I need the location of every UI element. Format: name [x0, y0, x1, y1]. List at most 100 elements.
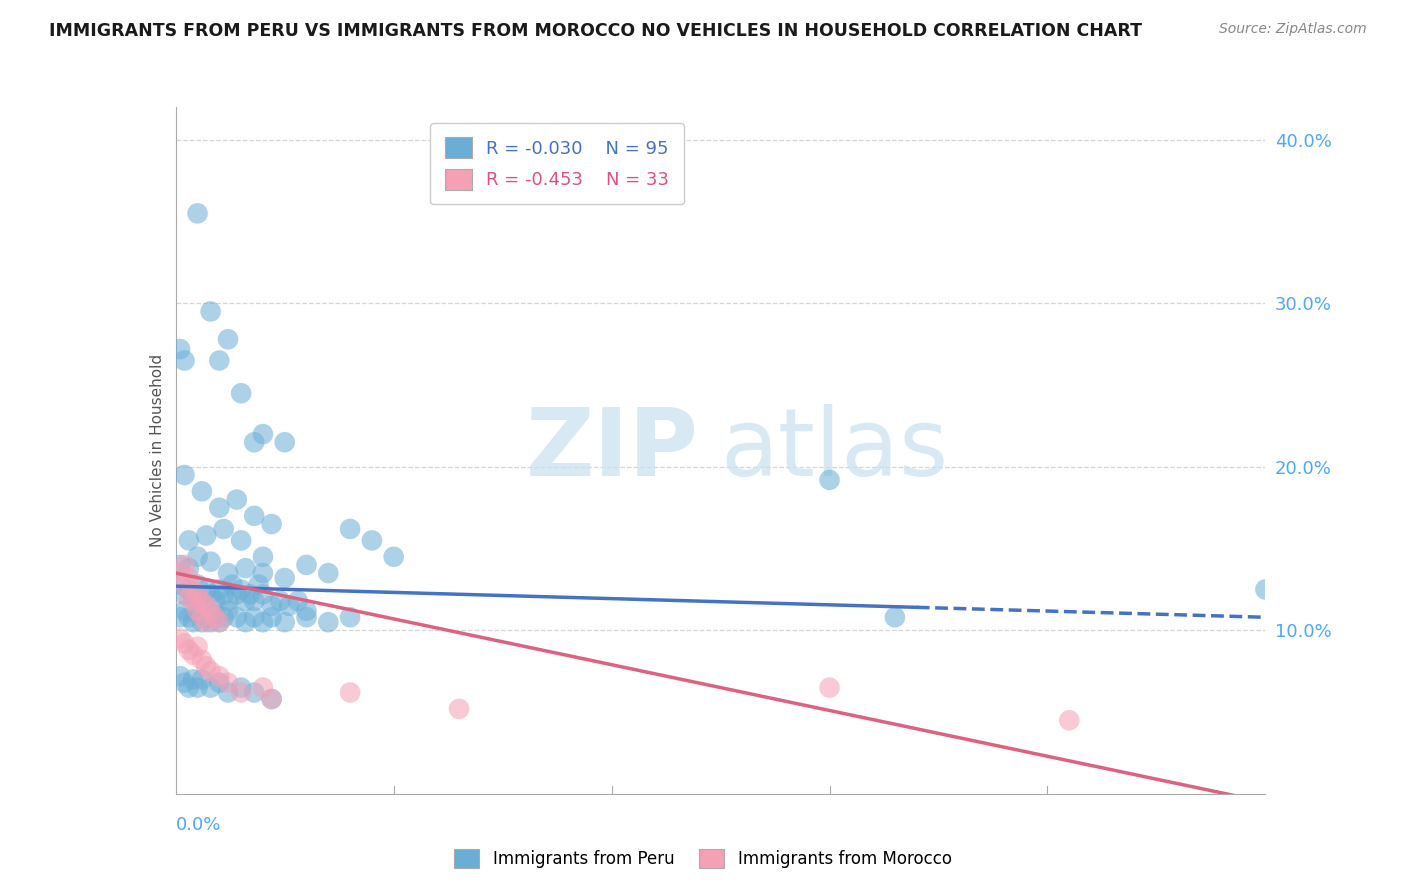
Point	[169, 342, 191, 356]
Point	[239, 587, 262, 601]
Point	[177, 561, 200, 575]
Point	[186, 604, 209, 618]
Point	[217, 685, 239, 699]
Point	[177, 591, 200, 605]
Point	[208, 353, 231, 368]
Point	[260, 516, 283, 531]
Point	[191, 484, 214, 499]
Point	[252, 615, 274, 630]
Point	[177, 571, 200, 585]
Point	[173, 675, 195, 690]
Point	[274, 571, 297, 585]
Legend: R = -0.030    N = 95, R = -0.453    N = 33: R = -0.030 N = 95, R = -0.453 N = 33	[430, 123, 683, 204]
Point	[243, 610, 266, 624]
Point	[195, 582, 218, 597]
Point	[260, 599, 283, 613]
Point	[225, 610, 247, 624]
Point	[447, 702, 470, 716]
Point	[191, 673, 214, 687]
Point	[235, 561, 257, 575]
Point	[231, 681, 253, 695]
Point	[208, 500, 231, 515]
Point	[818, 681, 841, 695]
Point	[200, 304, 222, 318]
Point	[200, 615, 222, 630]
Point	[186, 549, 209, 564]
Point	[186, 607, 209, 621]
Point	[1254, 582, 1277, 597]
Point	[191, 653, 214, 667]
Point	[208, 615, 231, 630]
Point	[217, 675, 239, 690]
Point	[274, 615, 297, 630]
Point	[247, 577, 270, 591]
Point	[360, 533, 382, 548]
Point	[269, 594, 291, 608]
Point	[169, 566, 191, 580]
Point	[260, 692, 283, 706]
Point	[181, 648, 204, 662]
Point	[177, 533, 200, 548]
Point	[295, 558, 318, 572]
Point	[173, 558, 195, 572]
Point	[200, 555, 222, 569]
Point	[173, 577, 195, 591]
Point	[177, 582, 200, 597]
Point	[212, 522, 235, 536]
Point	[382, 549, 405, 564]
Point	[339, 685, 361, 699]
Point	[208, 615, 231, 630]
Point	[169, 558, 191, 572]
Point	[231, 533, 253, 548]
Point	[235, 594, 257, 608]
Point	[173, 604, 195, 618]
Point	[231, 386, 253, 401]
Point	[169, 577, 191, 591]
Point	[186, 587, 209, 601]
Point	[212, 587, 235, 601]
Point	[212, 610, 235, 624]
Point	[208, 582, 231, 597]
Point	[177, 610, 200, 624]
Point	[818, 473, 841, 487]
Point	[195, 659, 218, 673]
Point	[169, 669, 191, 683]
Point	[339, 610, 361, 624]
Point	[295, 610, 318, 624]
Point	[243, 435, 266, 450]
Point	[260, 692, 283, 706]
Point	[173, 467, 195, 482]
Point	[181, 673, 204, 687]
Point	[278, 599, 301, 613]
Point	[186, 681, 209, 695]
Text: IMMIGRANTS FROM PERU VS IMMIGRANTS FROM MOROCCO NO VEHICLES IN HOUSEHOLD CORRELA: IMMIGRANTS FROM PERU VS IMMIGRANTS FROM …	[49, 22, 1142, 40]
Point	[243, 685, 266, 699]
Point	[177, 681, 200, 695]
Point	[191, 594, 214, 608]
Point	[318, 615, 340, 630]
Point	[225, 587, 247, 601]
Point	[181, 594, 204, 608]
Point	[195, 615, 218, 630]
Point	[260, 610, 283, 624]
Point	[217, 594, 239, 608]
Point	[208, 669, 231, 683]
Point	[181, 582, 204, 597]
Point	[181, 615, 204, 630]
Point	[173, 587, 195, 601]
Point	[181, 591, 204, 605]
Point	[318, 566, 340, 580]
Point	[217, 566, 239, 580]
Point	[221, 577, 243, 591]
Point	[231, 582, 253, 597]
Point	[252, 587, 274, 601]
Point	[191, 610, 214, 624]
Point	[243, 594, 266, 608]
Point	[169, 632, 191, 646]
Point	[274, 435, 297, 450]
Text: Source: ZipAtlas.com: Source: ZipAtlas.com	[1219, 22, 1367, 37]
Point	[195, 599, 218, 613]
Point	[169, 610, 191, 624]
Point	[1057, 714, 1080, 728]
Point	[252, 549, 274, 564]
